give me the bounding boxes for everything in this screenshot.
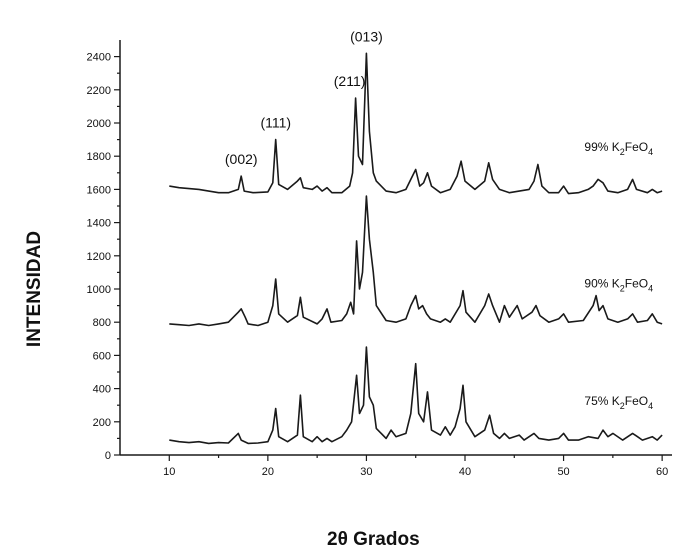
y-tick-label: 0 — [105, 450, 111, 462]
y-tick-label: 600 — [93, 350, 111, 362]
y-tick-label: 200 — [93, 417, 111, 429]
peak-annotation: (002) — [225, 151, 258, 167]
peak-annotation: (111) — [260, 115, 291, 131]
y-tick-label: 1800 — [87, 151, 111, 163]
x-tick-label: 40 — [459, 466, 471, 478]
x-tick-label: 30 — [360, 466, 372, 478]
y-tick-label: 400 — [93, 384, 111, 396]
y-tick-label: 1000 — [87, 284, 111, 296]
y-tick-label: 2000 — [87, 118, 111, 130]
y-tick-label: 2200 — [87, 85, 111, 97]
series-label-1: 75% K2FeO4 — [584, 394, 653, 411]
y-tick-label: 1400 — [87, 218, 111, 230]
series-label-2: 90% K2FeO4 — [584, 276, 653, 293]
x-tick-label: 20 — [262, 466, 274, 478]
series-layer — [169, 52, 663, 445]
peak-annotation: (013) — [350, 28, 383, 44]
series-label-3: 99% K2FeO4 — [584, 140, 653, 157]
y-tick-label: 800 — [93, 317, 111, 329]
x-axis-title: 2θ Grados — [327, 529, 420, 550]
series-line-3 — [169, 52, 663, 195]
x-tick-label: 10 — [163, 466, 175, 478]
x-tick-label: 50 — [557, 466, 569, 478]
series-line-1 — [169, 346, 663, 445]
y-tick-label: 1600 — [87, 184, 111, 196]
series-line-2 — [169, 195, 663, 327]
y-tick-label: 2400 — [87, 52, 111, 64]
y-tick-label: 1200 — [87, 251, 111, 263]
y-axis-title: INTENSIDAD — [24, 231, 45, 347]
x-tick-label: 60 — [656, 466, 668, 478]
labels-layer: 75% K2FeO4 90% K2FeO4 99% K2FeO4 (002) (111)… — [225, 28, 653, 411]
axes: 10 20 30 40 50 600200400600800100012001400160… — [87, 40, 672, 478]
peak-annotation: (211) — [334, 73, 366, 89]
